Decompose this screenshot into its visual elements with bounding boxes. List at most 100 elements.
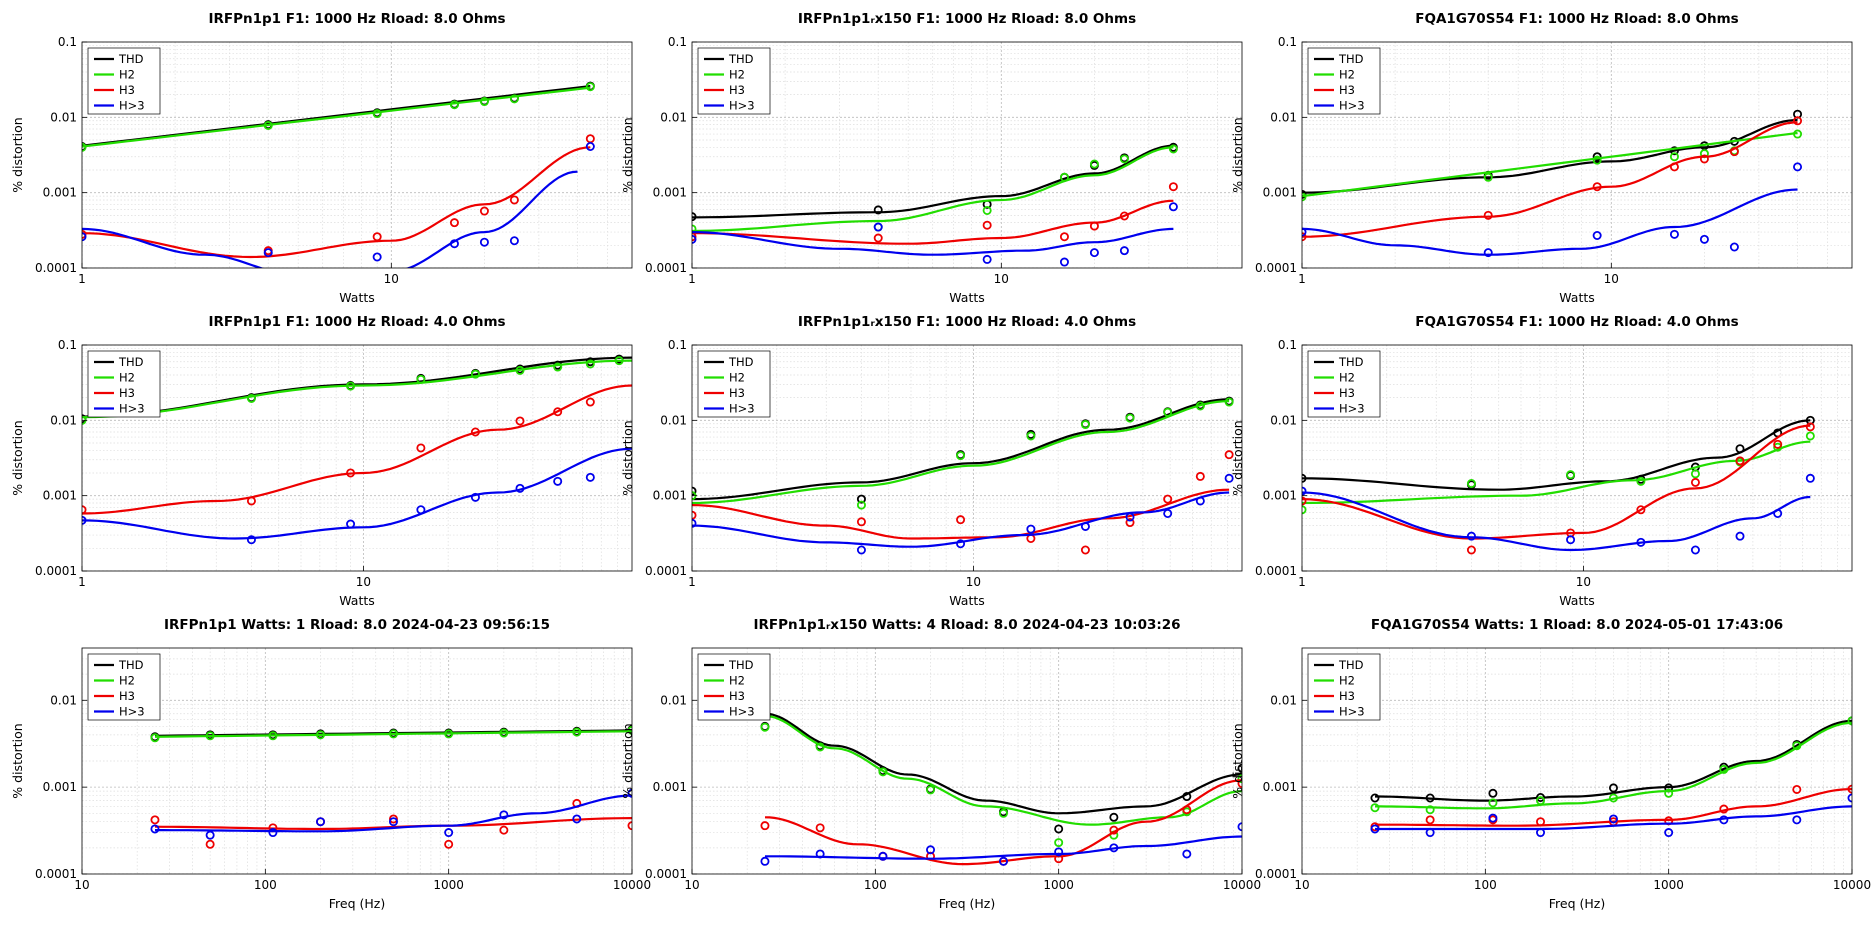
data-point-h3: [1195, 471, 1205, 481]
fit-line-h2: [692, 400, 1230, 505]
series-layer: [692, 396, 1234, 555]
data-point-h2: [470, 369, 480, 379]
data-point-hgt3: [263, 248, 273, 258]
chart-title: IRFPn1p1ᵣx150 F1: 1000 Hz Rload: 8.0 Ohm…: [798, 11, 1136, 27]
y-tick-label: 0.001: [1263, 186, 1297, 200]
x-tick-label: 1000: [1043, 878, 1074, 892]
legend-label: H3: [1339, 689, 1355, 703]
chart-panel: 10 100 1000 10000 0.0001 0.001 0.01 FQA1G70S54 …: [1230, 617, 1871, 911]
x-tick-label: 1: [688, 575, 696, 589]
x-axis-label: Freq (Hz): [329, 896, 385, 911]
fit-line-h3: [82, 384, 632, 515]
y-tick-label: 0.1: [1278, 35, 1297, 49]
x-tick-label: 10: [1294, 878, 1309, 892]
fit-line-hgt3: [1302, 491, 1811, 552]
chart-panel: 1 10 0.0001 0.001 0.01 0.1 IRFPn1p1 F1: 1000 H…: [10, 314, 633, 608]
data-point-h3: [246, 496, 256, 506]
y-tick-label: 0.1: [1278, 338, 1297, 352]
x-tick-label: 100: [864, 878, 887, 892]
data-point-h3: [1237, 779, 1242, 789]
data-point-hgt3: [878, 851, 888, 861]
data-point-hgt3: [1608, 814, 1618, 824]
plot-area: [692, 648, 1242, 874]
data-point-h3: [1592, 182, 1602, 192]
series-layer: [1302, 109, 1803, 258]
legend-label: H2: [119, 371, 135, 385]
data-point-h2: [956, 451, 966, 461]
grid: [1302, 42, 1852, 268]
data-point-hgt3: [1488, 813, 1498, 823]
data-point-hgt3: [1773, 508, 1783, 518]
data-point-h2: [499, 728, 509, 738]
data-point-h3: [1729, 147, 1739, 157]
data-point-hgt3: [1109, 843, 1119, 853]
fit-line-hgt3: [155, 794, 632, 833]
data-point-h3: [1109, 825, 1119, 835]
data-point-h2: [1792, 741, 1802, 751]
y-axis-label: % distortion: [1230, 420, 1245, 495]
x-tick-label: 1: [1298, 575, 1306, 589]
legend-label: H2: [1339, 68, 1355, 82]
grid: [1302, 345, 1852, 571]
y-tick-label: 0.01: [1270, 110, 1297, 124]
data-point-hgt3: [956, 539, 966, 549]
data-point-h3: [1805, 422, 1815, 432]
data-point-h3: [416, 443, 426, 453]
y-tick-label: 0.01: [660, 693, 687, 707]
x-tick-label: 10000: [1223, 878, 1261, 892]
data-point-h2: [1608, 793, 1618, 803]
data-point-h3: [1080, 545, 1090, 555]
fit-line-h2: [692, 146, 1174, 233]
data-point-hgt3: [1080, 521, 1090, 531]
data-point-hgt3: [1224, 473, 1234, 483]
axes-frame: [81, 344, 633, 572]
data-point-h2: [150, 733, 160, 743]
axes-frame: [691, 647, 1243, 875]
fit-line-hgt3: [1302, 188, 1798, 256]
fit-line-hgt3: [765, 835, 1242, 860]
legend-label: H3: [729, 689, 745, 703]
data-point-h3: [1483, 210, 1493, 220]
legend-label: THD: [118, 355, 144, 369]
data-point-h2: [1664, 788, 1674, 798]
data-point-hgt3: [346, 519, 356, 529]
x-tick-label: 1: [1298, 272, 1306, 286]
x-tick-label: 10000: [1833, 878, 1871, 892]
data-point-thd: [1592, 152, 1602, 162]
x-tick-label: 100: [1474, 878, 1497, 892]
axes-frame: [81, 647, 633, 875]
data-point-h3: [1793, 116, 1803, 126]
data-point-h2: [1237, 774, 1242, 784]
fit-line-h2: [82, 359, 632, 419]
data-point-thd: [1536, 792, 1546, 802]
data-point-thd: [1608, 783, 1618, 793]
data-point-h3: [1669, 162, 1679, 172]
legend-label: THD: [728, 355, 754, 369]
data-point-h3: [205, 839, 215, 849]
y-tick-label: 0.1: [668, 35, 687, 49]
data-point-h2: [553, 362, 563, 372]
y-tick-label: 0.0001: [1255, 261, 1297, 275]
data-point-hgt3: [1792, 815, 1802, 825]
fit-line-thd: [764, 712, 1242, 815]
data-point-h2: [246, 393, 256, 403]
legend-label: H>3: [119, 705, 145, 719]
data-point-hgt3: [1636, 537, 1646, 547]
data-point-hgt3: [1370, 824, 1380, 834]
chart-panel: 10 100 1000 10000 0.0001 0.001 0.01 IRFPn1p1ᵣx1…: [620, 617, 1261, 911]
data-point-hgt3: [1690, 545, 1700, 555]
chart-title: IRFPn1p1ᵣx150 F1: 1000 Hz Rload: 4.0 Ohm…: [798, 314, 1136, 330]
data-point-h2: [1059, 172, 1069, 182]
data-point-h3: [499, 825, 509, 835]
legend-label: H2: [1339, 371, 1355, 385]
y-tick-label: 0.0001: [1255, 564, 1297, 578]
data-point-thd: [1425, 793, 1435, 803]
data-point-h3: [1636, 505, 1646, 515]
plot-area: [692, 345, 1242, 571]
data-point-h2: [1195, 401, 1205, 411]
y-tick-label: 0.1: [668, 338, 687, 352]
data-point-hgt3: [1237, 822, 1242, 832]
data-point-h3: [585, 397, 595, 407]
data-point-h2: [1847, 716, 1852, 726]
